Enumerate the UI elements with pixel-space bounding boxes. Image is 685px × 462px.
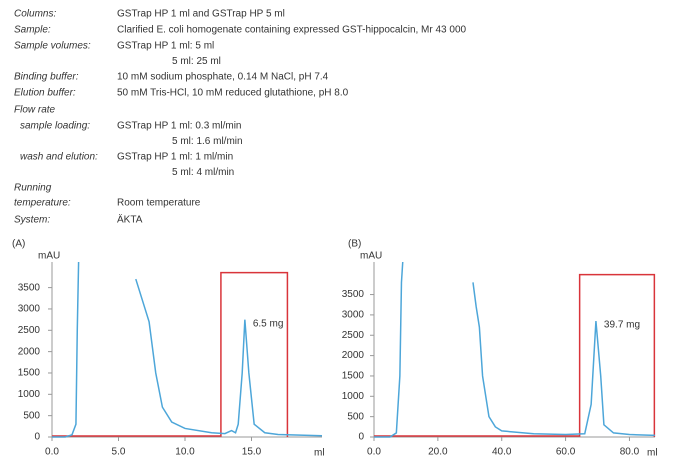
chromatogram-line xyxy=(374,261,656,438)
y-tick-label: 1500 xyxy=(18,368,41,379)
method-value: 5 ml: 1.6 ml/min xyxy=(172,136,243,147)
method-value: 5 ml: 25 ml xyxy=(172,56,221,67)
chromatogram-line xyxy=(52,261,323,438)
x-tick-label: 0.0 xyxy=(45,447,59,458)
y-tick-label: 2000 xyxy=(342,350,365,361)
fraction-window xyxy=(52,271,289,437)
method-value: 5 ml: 4 ml/min xyxy=(172,167,234,178)
y-axis-label: mAU xyxy=(38,251,60,262)
y-tick-label: 1500 xyxy=(342,371,365,382)
y-tick-label: 500 xyxy=(347,411,364,422)
x-tick-label: 80.0 xyxy=(620,447,640,458)
method-label: sample loading: xyxy=(20,121,90,132)
y-tick-label: 3500 xyxy=(18,282,41,293)
y-tick-label: 2500 xyxy=(18,325,41,336)
method-label: Sample volumes: xyxy=(14,41,91,52)
method-label: System: xyxy=(14,215,50,226)
panel-label: (B) xyxy=(348,239,361,250)
panel-label: (A) xyxy=(12,239,25,250)
method-label: Columns: xyxy=(14,9,56,20)
method-value: 50 mM Tris-HCl, 10 mM reduced glutathion… xyxy=(117,88,349,99)
y-tick-label: 500 xyxy=(23,410,40,421)
x-tick-label: 15.0 xyxy=(242,447,262,458)
y-tick-label: 1000 xyxy=(18,389,41,400)
method-label: Flow rate xyxy=(14,105,56,116)
y-tick-label: 2500 xyxy=(342,330,365,341)
x-tick-label: 0.0 xyxy=(367,447,381,458)
y-tick-label: 0 xyxy=(34,432,40,443)
fraction-window xyxy=(374,273,656,437)
x-tick-label: 40.0 xyxy=(492,447,512,458)
method-label: temperature: xyxy=(14,198,71,209)
x-tick-label: 60.0 xyxy=(556,447,576,458)
peak-annotation: 39.7 mg xyxy=(604,320,640,331)
y-tick-label: 0 xyxy=(358,432,364,443)
method-value: GSTrap HP 1 ml: 0.3 ml/min xyxy=(117,121,241,132)
method-label: Running xyxy=(14,183,52,194)
x-tick-label: 10.0 xyxy=(175,447,195,458)
method-value: Room temperature xyxy=(117,198,201,209)
y-tick-label: 1000 xyxy=(342,391,365,402)
y-tick-label: 3000 xyxy=(342,310,365,321)
method-value: 10 mM sodium phosphate, 0.14 M NaCl, pH … xyxy=(117,72,329,83)
peak-annotation: 6.5 mg xyxy=(253,318,284,329)
method-label: Sample: xyxy=(14,25,51,36)
method-value: GSTrap HP 1 ml: 5 ml xyxy=(117,41,214,52)
method-value: Clarified E. coli homogenate containing … xyxy=(117,25,467,36)
method-label: Binding buffer: xyxy=(14,72,79,83)
x-tick-label: 5.0 xyxy=(112,447,126,458)
method-label: wash and elution: xyxy=(20,152,98,163)
method-value: ÄKTA xyxy=(117,214,143,226)
x-axis-label: ml xyxy=(314,448,325,459)
method-value: GSTrap HP 1 ml: 1 ml/min xyxy=(117,152,233,163)
y-tick-label: 2000 xyxy=(18,346,41,357)
method-value: GSTrap HP 1 ml and GSTrap HP 5 ml xyxy=(117,9,285,20)
method-label: Elution buffer: xyxy=(14,88,76,99)
y-axis-label: mAU xyxy=(360,251,382,262)
x-axis-label: ml xyxy=(647,448,658,459)
y-tick-label: 3000 xyxy=(18,304,41,315)
x-tick-label: 20.0 xyxy=(428,447,448,458)
y-tick-label: 3500 xyxy=(342,289,365,300)
